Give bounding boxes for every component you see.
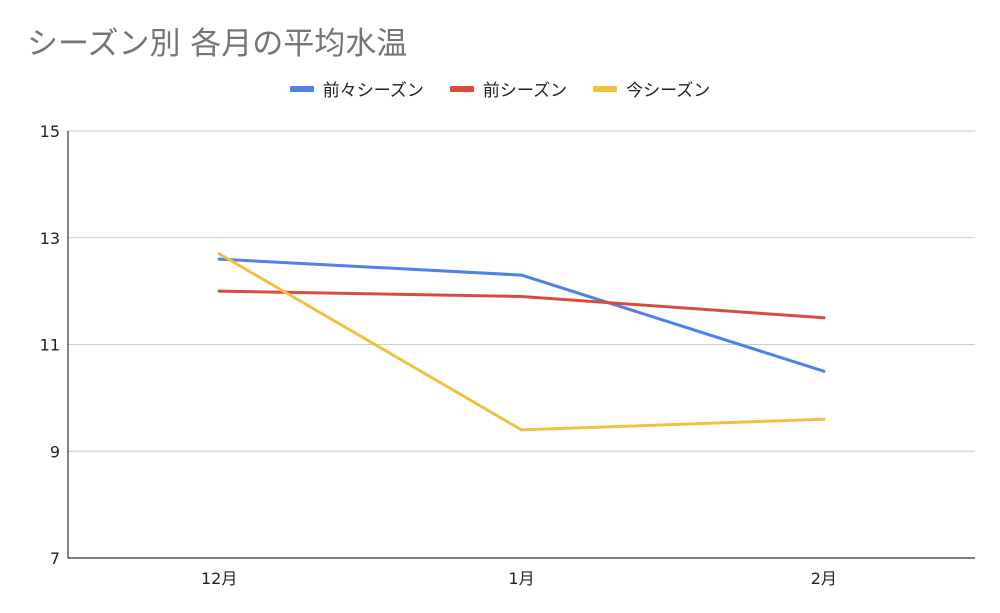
x-tick-label: 2月 [811, 569, 837, 588]
y-tick-label: 11 [40, 336, 60, 355]
legend-item-series-2[interactable]: 今シーズン [593, 76, 710, 101]
y-tick-label: 9 [50, 442, 60, 461]
legend-label: 前々シーズン [322, 81, 424, 101]
legend-item-series-1[interactable]: 前シーズン [449, 76, 568, 101]
data-point [520, 294, 523, 298]
data-point [822, 369, 826, 373]
chart-legend: 前々シーズン 前シーズン 今シーズン [0, 76, 1000, 101]
legend-label: 今シーズン [626, 81, 711, 101]
y-tick-label: 15 [40, 122, 60, 141]
data-point [822, 417, 826, 421]
legend-item-series-0[interactable]: 前々シーズン [289, 76, 424, 101]
x-tick-label: 12月 [201, 569, 237, 588]
data-point [822, 316, 826, 320]
y-tick-label: 7 [50, 549, 60, 568]
data-point [520, 428, 523, 432]
legend-label: 前シーズン [482, 81, 568, 101]
legend-swatch [289, 85, 314, 92]
y-tick-label: 13 [40, 229, 60, 248]
data-point [217, 257, 221, 261]
legend-swatch [449, 85, 474, 92]
x-tick-label: 1月 [508, 569, 534, 588]
data-point [520, 273, 523, 277]
legend-swatch [593, 85, 618, 92]
chart-title: シーズン別 各月の平均水温 [27, 26, 408, 62]
data-point [217, 252, 221, 256]
data-point [217, 289, 221, 293]
